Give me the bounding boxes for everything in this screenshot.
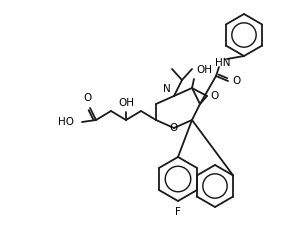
Text: OH: OH <box>118 98 134 108</box>
Text: O: O <box>84 93 92 103</box>
Text: F: F <box>175 207 181 217</box>
Text: O: O <box>170 123 178 133</box>
Text: O: O <box>232 76 240 86</box>
Text: O: O <box>210 91 218 101</box>
Text: OH: OH <box>196 65 212 75</box>
Text: HN: HN <box>215 58 231 68</box>
Text: N: N <box>163 84 171 94</box>
Text: HO: HO <box>58 117 74 127</box>
